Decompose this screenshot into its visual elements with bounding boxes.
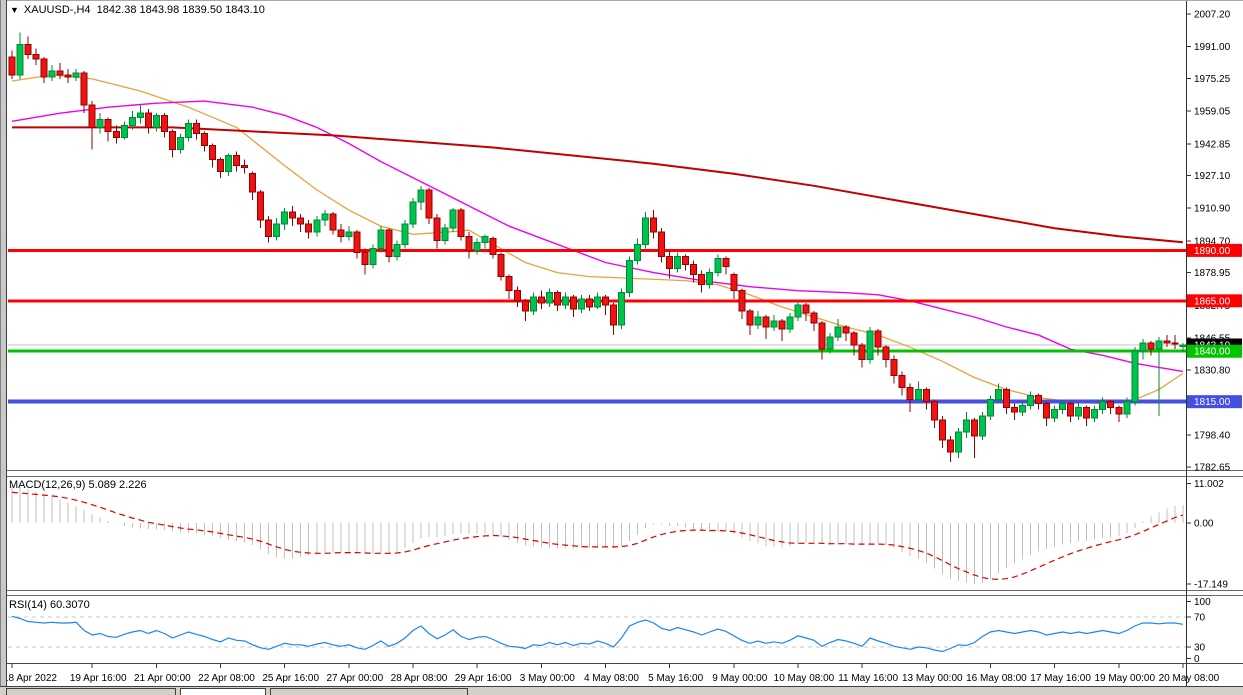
svg-text:0.00: 0.00: [1194, 519, 1214, 530]
svg-text:1959.05: 1959.05: [1194, 107, 1231, 118]
candles: [8, 32, 1187, 463]
svg-text:11 May 16:00: 11 May 16:00: [838, 673, 898, 684]
svg-text:17 May 16:00: 17 May 16:00: [1030, 673, 1091, 684]
svg-text:1878.95: 1878.95: [1194, 268, 1231, 279]
price-badge-1815.00: 1815.00: [1187, 395, 1242, 409]
svg-text:1975.25: 1975.25: [1194, 74, 1231, 85]
svg-text:10 May 08:00: 10 May 08:00: [774, 673, 835, 684]
window-left-edge: [0, 0, 7, 686]
price-badge-1890.00: 1890.00: [1187, 243, 1242, 257]
svg-text:1991.00: 1991.00: [1194, 42, 1231, 53]
svg-text:27 Apr 00:00: 27 Apr 00:00: [326, 673, 383, 684]
price-badge-1840.00: 1840.00: [1187, 344, 1242, 358]
svg-text:29 Apr 16:00: 29 Apr 16:00: [455, 673, 512, 684]
svg-text:22 Apr 08:00: 22 Apr 08:00: [198, 673, 255, 684]
svg-text:9 May 00:00: 9 May 00:00: [712, 673, 767, 684]
macd-indicator-label: MACD(12,26,9) 5.089 2.226: [9, 479, 147, 491]
svg-text:13 May 00:00: 13 May 00:00: [902, 673, 963, 684]
time-axis[interactable]: 18 Apr 2022 19 Apr 16:00 21 Apr 00:00 22 Ap…: [3, 664, 1220, 684]
svg-text:16 May 08:00: 16 May 08:00: [966, 673, 1027, 684]
svg-text:100: 100: [1194, 597, 1211, 608]
svg-text:1890.00: 1890.00: [1194, 246, 1231, 257]
svg-text:70: 70: [1194, 613, 1206, 624]
ma-slow-darkred: [12, 126, 1183, 244]
svg-text:1815.00: 1815.00: [1194, 397, 1231, 408]
svg-text:30: 30: [1194, 643, 1206, 654]
macd-signal-line: [11, 491, 1184, 581]
rsi-pane: [8, 615, 1186, 653]
ma-fast-orange: [11, 74, 1184, 405]
macd-pane: [11, 485, 1184, 585]
svg-text:2007.20: 2007.20: [1194, 10, 1231, 21]
svg-text:1942.85: 1942.85: [1194, 139, 1231, 150]
chart-tab-active[interactable]: [180, 688, 266, 695]
chart-tab[interactable]: [6, 688, 176, 695]
svg-text:5 May 16:00: 5 May 16:00: [648, 673, 703, 684]
svg-text:11.002: 11.002: [1194, 479, 1224, 490]
rsi-axis[interactable]: 100 70 300: [1186, 597, 1211, 665]
svg-text:1840.00: 1840.00: [1194, 347, 1231, 358]
symbol-period-label: XAUUSD-,H4: [23, 4, 91, 16]
svg-text:19 Apr 16:00: 19 Apr 16:00: [70, 673, 127, 684]
svg-text:1830.80: 1830.80: [1194, 365, 1231, 376]
chart-tabs-bar: [0, 686, 1243, 695]
chart-quote-line: ▼ XAUUSD-,H4 1842.38 1843.98 1839.50 1843…: [10, 4, 265, 16]
svg-text:25 Apr 16:00: 25 Apr 16:00: [262, 673, 319, 684]
rsi-line: [11, 615, 1183, 653]
svg-text:1927.10: 1927.10: [1194, 171, 1231, 182]
svg-text:0: 0: [1194, 654, 1200, 665]
svg-text:1865.00: 1865.00: [1194, 296, 1231, 307]
ohlc-toggle-arrow-icon[interactable]: ▼: [10, 5, 19, 15]
svg-text:1910.90: 1910.90: [1194, 204, 1231, 215]
svg-text:18 Apr 2022: 18 Apr 2022: [3, 673, 57, 684]
ohlc-values: 1842.38 1843.98 1839.50 1843.10: [96, 4, 265, 16]
svg-text:21 Apr 00:00: 21 Apr 00:00: [134, 673, 191, 684]
chart-tab[interactable]: [270, 688, 468, 695]
svg-text:1798.40: 1798.40: [1194, 431, 1231, 442]
svg-text:-17.149: -17.149: [1194, 580, 1228, 591]
macd-axis[interactable]: 11.002 0.00 -17.149: [1186, 479, 1228, 591]
svg-text:20 May 08:00: 20 May 08:00: [1159, 673, 1220, 684]
price-axis[interactable]: 2007.20 1991.00 1975.25 1959.05 1942.85 1927.…: [1186, 10, 1231, 474]
svg-text:1894.70: 1894.70: [1194, 236, 1231, 247]
svg-text:4 May 08:00: 4 May 08:00: [584, 673, 639, 684]
window-top-edge: [0, 0, 1243, 1]
rsi-indicator-label: RSI(14) 60.3070: [9, 599, 90, 611]
svg-text:28 Apr 08:00: 28 Apr 08:00: [391, 673, 448, 684]
ma-mid-magenta: [11, 100, 1184, 373]
svg-text:3 May 00:00: 3 May 00:00: [520, 673, 575, 684]
price-badge-1865.00: 1865.00: [1187, 294, 1242, 308]
svg-text:19 May 00:00: 19 May 00:00: [1094, 673, 1155, 684]
svg-text:1782.65: 1782.65: [1194, 462, 1231, 473]
